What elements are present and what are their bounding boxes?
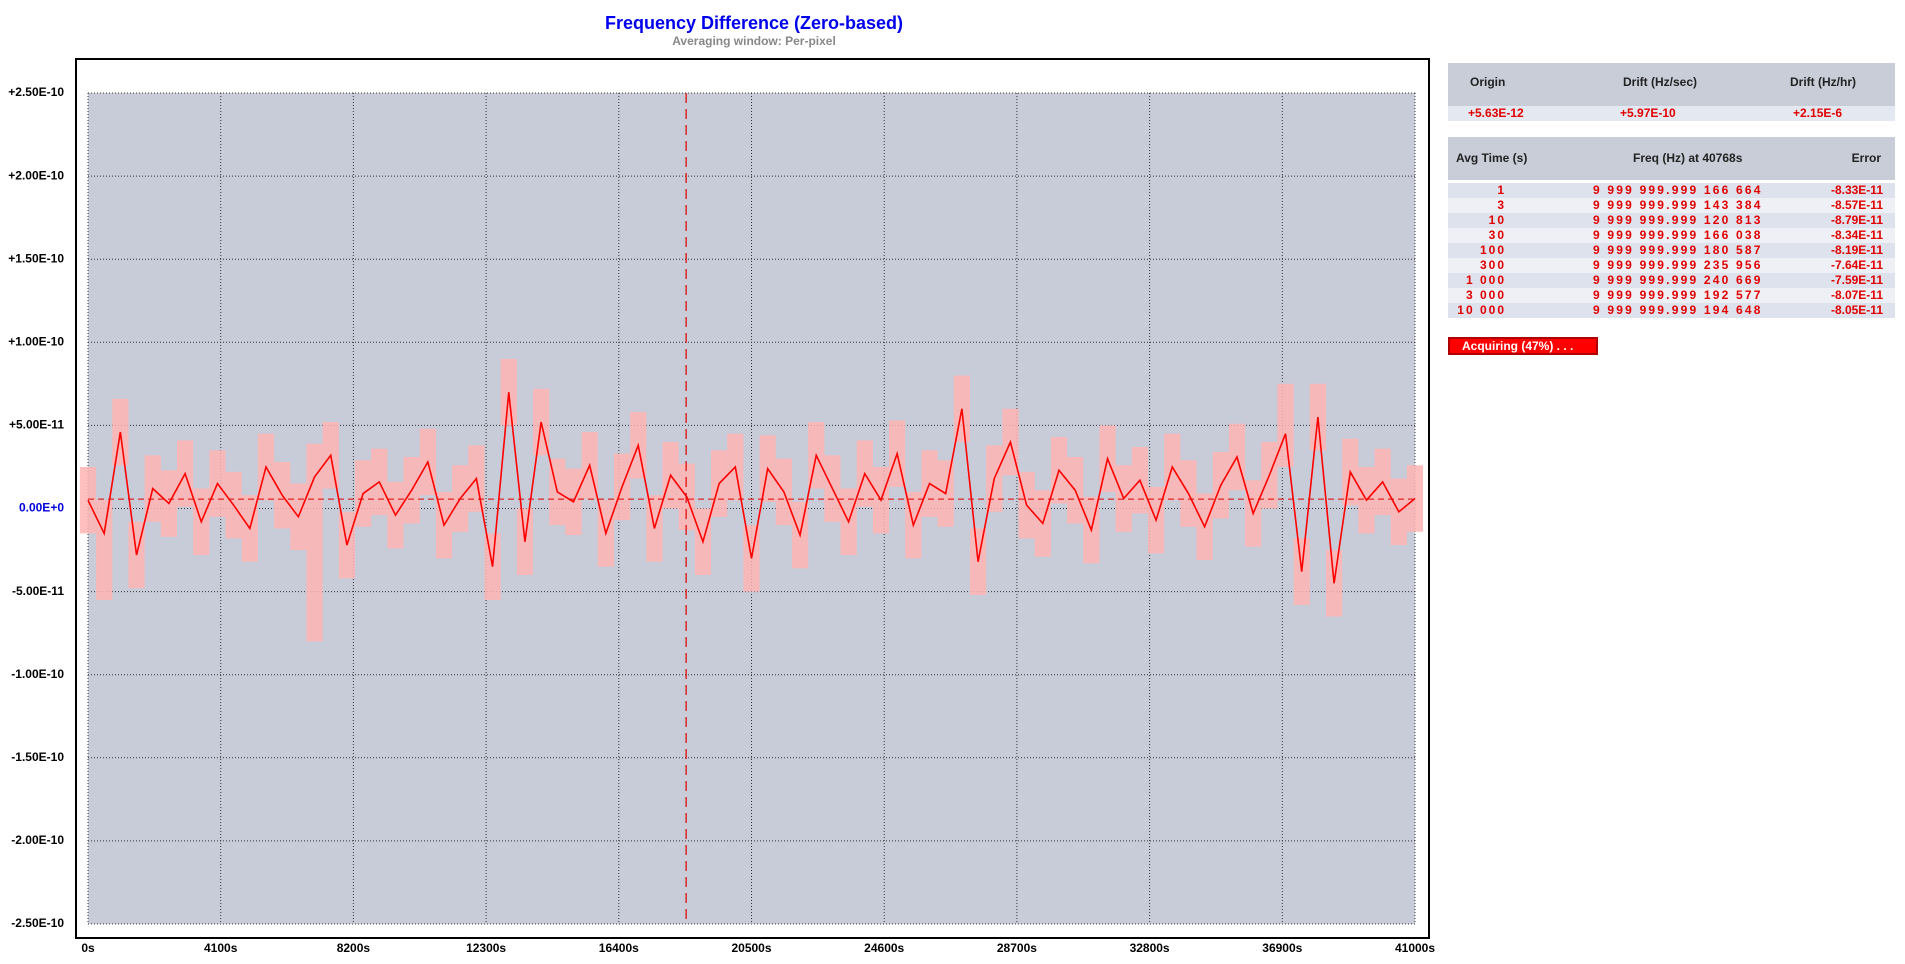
y-tick-label: -2.00E-10 — [11, 833, 64, 847]
avg-row: 100 9 999 999.999 180 587 -8.19E-11 — [1448, 243, 1895, 258]
cell: 1 — [1497, 183, 1506, 197]
x-tick-label: 0s — [81, 941, 95, 955]
chart: Frequency Difference (Zero-based) Averag… — [8, 13, 1435, 955]
cell: -7.64E-11 — [1830, 258, 1883, 272]
avg-row: 10 9 999 999.999 120 813 -8.79E-11 — [1448, 213, 1895, 228]
cell: 10 000 — [1457, 303, 1506, 317]
header-cell: Error — [1851, 151, 1881, 165]
y-tick-label: +1.50E-10 — [8, 251, 64, 265]
cell: 9 999 999.999 166 038 — [1593, 228, 1763, 242]
cell: +5.97E-10 — [1620, 106, 1676, 120]
chart-title: Frequency Difference (Zero-based) — [605, 13, 903, 33]
status-indicator: Acquiring (47%) . . . — [1448, 337, 1598, 355]
cell: 30 — [1488, 228, 1506, 242]
avg-row: 10 000 9 999 999.999 194 648 -8.05E-11 — [1448, 303, 1895, 318]
y-tick-label: +5.00E-11 — [9, 418, 64, 432]
x-tick-label: 16400s — [599, 941, 639, 955]
x-tick-label: 4100s — [204, 941, 238, 955]
cell: -8.05E-11 — [1830, 303, 1883, 317]
header-cell: Origin — [1470, 75, 1506, 89]
x-tick-label: 20500s — [731, 941, 771, 955]
x-tick-label: 8200s — [337, 941, 371, 955]
avg-row: 3 000 9 999 999.999 192 577 -8.07E-11 — [1448, 288, 1895, 303]
y-tick-label: -1.00E-10 — [11, 667, 64, 681]
avg-row: 30 9 999 999.999 166 038 -8.34E-11 — [1448, 228, 1895, 243]
cell: 9 999 999.999 235 956 — [1593, 258, 1763, 272]
y-tick-label: +1.00E-10 — [8, 334, 64, 348]
cell: 9 999 999.999 143 384 — [1593, 198, 1763, 212]
cell: -8.19E-11 — [1830, 243, 1883, 257]
cell: 3 — [1497, 198, 1506, 212]
y-tick-label: -5.00E-11 — [12, 584, 64, 598]
cell: -7.59E-11 — [1830, 273, 1883, 287]
x-tick-label: 36900s — [1262, 941, 1302, 955]
avg-row: 3 9 999 999.999 143 384 -8.57E-11 — [1448, 198, 1895, 213]
cell: 3 000 — [1465, 288, 1506, 302]
avg-row: 300 9 999 999.999 235 956 -7.64E-11 — [1448, 258, 1895, 273]
cell: -8.57E-11 — [1830, 198, 1883, 212]
header-cell: Freq (Hz) at 40768s — [1633, 151, 1743, 165]
y-tick-label: +2.50E-10 — [8, 85, 64, 99]
header-cell: Avg Time (s) — [1456, 151, 1528, 165]
avg-row: 1 9 999 999.999 166 664 -8.33E-11 — [1448, 183, 1895, 198]
avg-row: 1 000 9 999 999.999 240 669 -7.59E-11 — [1448, 273, 1895, 288]
drift-row: +5.63E-12 +5.97E-10 +2.15E-6 — [1448, 106, 1895, 121]
cell: 9 999 999.999 240 669 — [1593, 273, 1763, 287]
cell: 9 999 999.999 166 664 — [1593, 183, 1763, 197]
y-tick-label: +2.00E-10 — [8, 168, 64, 182]
x-tick-label: 12300s — [466, 941, 506, 955]
drift-header: Origin Drift (Hz/sec) Drift (Hz/hr) — [1448, 63, 1895, 106]
avg-header: Avg Time (s) Freq (Hz) at 40768s Error — [1448, 137, 1895, 180]
cell: 100 — [1479, 243, 1506, 257]
cell: 9 999 999.999 192 577 — [1593, 288, 1763, 302]
x-tick-label: 28700s — [997, 941, 1037, 955]
cell: 9 999 999.999 120 813 — [1593, 213, 1763, 227]
cell: -8.79E-11 — [1830, 213, 1883, 227]
drift-table: Origin Drift (Hz/sec) Drift (Hz/hr) +5.6… — [1448, 63, 1895, 121]
header-cell: Drift (Hz/sec) — [1623, 75, 1698, 89]
cell: 10 — [1488, 213, 1506, 227]
y-tick-label: -2.50E-10 — [11, 916, 64, 930]
cell: +5.63E-12 — [1468, 106, 1524, 120]
cell: -8.07E-11 — [1830, 288, 1883, 302]
cell: 1 000 — [1465, 273, 1506, 287]
cell: 300 — [1479, 258, 1506, 272]
chart-subtitle: Averaging window: Per-pixel — [672, 34, 836, 48]
cell: -8.33E-11 — [1830, 183, 1883, 197]
cell: 9 999 999.999 194 648 — [1593, 303, 1763, 317]
y-tick-label: 0.00E+0 — [19, 501, 64, 515]
envelope-band — [1277, 383, 1294, 467]
cell: -8.34E-11 — [1830, 228, 1883, 242]
cell: 9 999 999.999 180 587 — [1593, 243, 1763, 257]
envelope-band — [96, 500, 113, 600]
cell: +2.15E-6 — [1793, 106, 1843, 120]
envelope-band — [306, 443, 323, 642]
header-cell: Drift (Hz/hr) — [1790, 75, 1856, 89]
data-line — [87, 392, 1416, 584]
avg-table: Avg Time (s) Freq (Hz) at 40768s Error 1… — [1448, 137, 1895, 318]
x-tick-label: 41000s — [1395, 941, 1435, 955]
x-tick-label: 24600s — [864, 941, 904, 955]
x-tick-label: 32800s — [1130, 941, 1170, 955]
y-tick-label: -1.50E-10 — [11, 750, 64, 764]
